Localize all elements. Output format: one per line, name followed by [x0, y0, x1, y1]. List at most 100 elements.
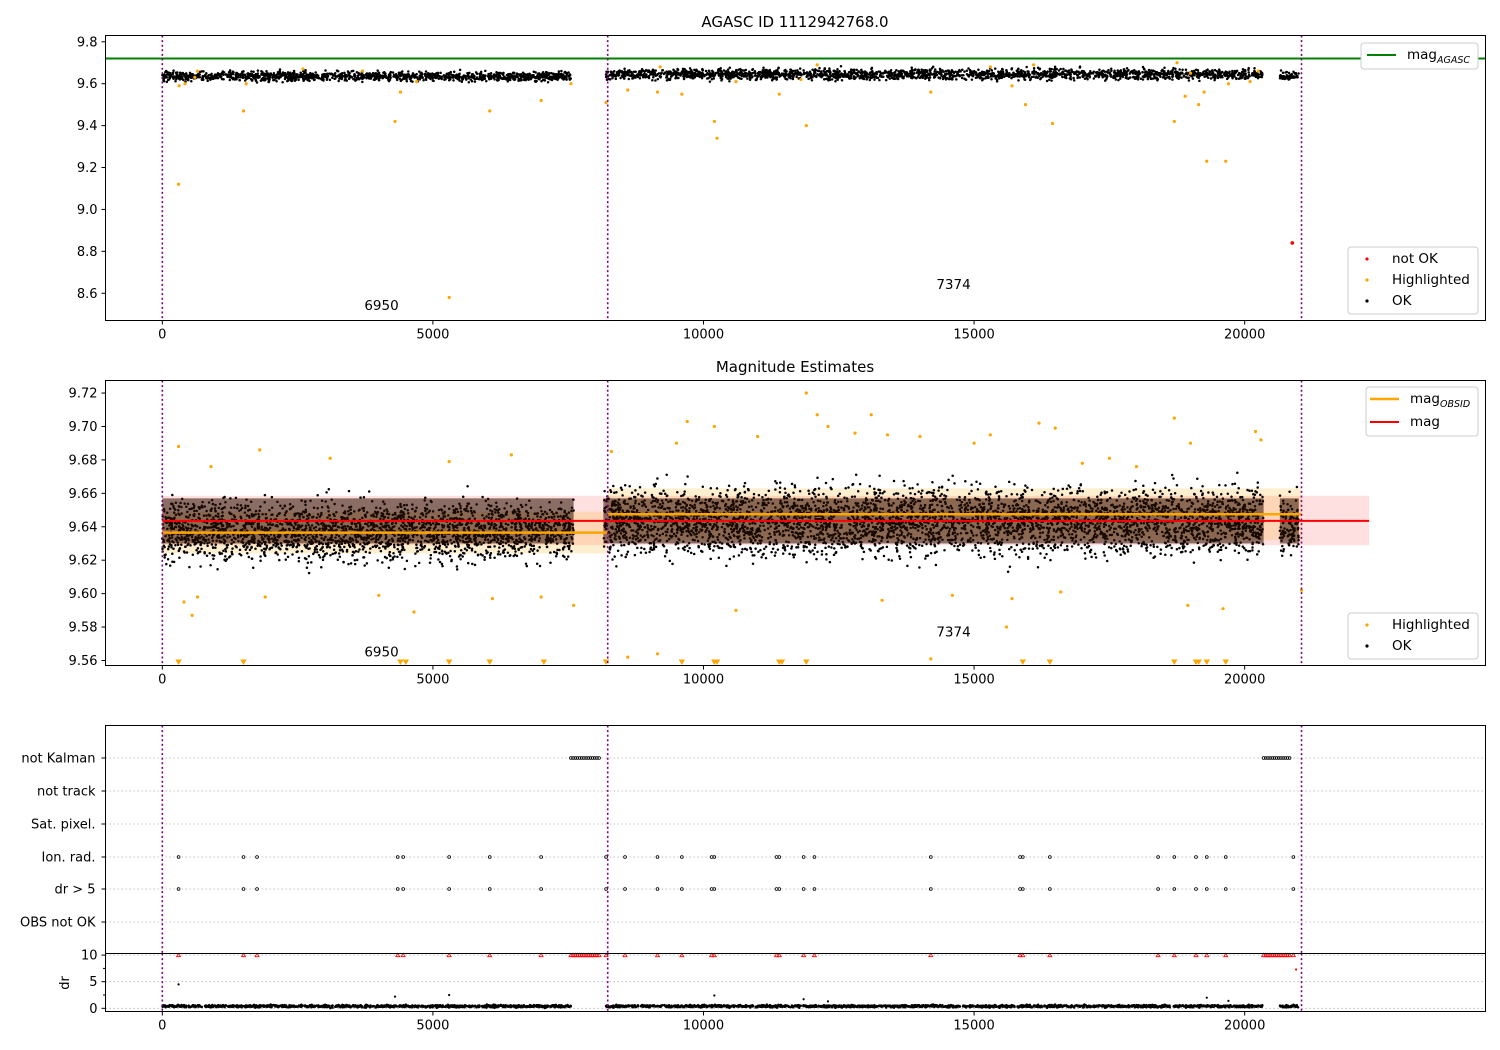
ok-point [411, 72, 415, 75]
ok-point [728, 79, 731, 83]
ok-point [1017, 79, 1020, 82]
highlighted-point [1023, 103, 1028, 107]
ok-point [738, 72, 741, 75]
ok-point [353, 72, 356, 76]
ok-point [234, 73, 238, 76]
ok-point [367, 490, 371, 493]
ok-point [1092, 77, 1096, 80]
ok-point [993, 67, 997, 70]
ok-point [220, 552, 224, 555]
ok-point [753, 69, 757, 73]
ok-point [305, 73, 308, 76]
ok-point [443, 74, 446, 78]
ok-point [228, 69, 232, 72]
ok-point [775, 76, 779, 79]
ok-point [693, 74, 696, 77]
ok-point [1207, 73, 1211, 76]
ok-point [853, 77, 856, 80]
ok-point [834, 80, 837, 83]
ok-point [371, 71, 375, 75]
highlighted-point [626, 88, 630, 92]
ok-point [862, 74, 865, 78]
ok-point [916, 71, 919, 74]
ok-point [990, 69, 994, 72]
ok-point [532, 70, 536, 74]
ok-point [514, 75, 517, 79]
ok-point [426, 72, 430, 75]
ok-point [1243, 68, 1247, 72]
ok-point [777, 72, 781, 76]
ok-point [283, 71, 287, 75]
highlighted-point [799, 77, 803, 82]
ok-point [830, 78, 834, 81]
ok-point [860, 71, 864, 74]
ok-point [1119, 77, 1122, 80]
ok-point [1184, 75, 1188, 79]
middle-panel-title: Magnitude Estimates [716, 358, 874, 376]
ok-point [529, 77, 533, 81]
ok-point [365, 562, 369, 565]
ok-point [422, 79, 425, 82]
ok-point [1109, 75, 1113, 78]
ok-point [1113, 69, 1116, 72]
ok-point [506, 80, 510, 83]
highlighted-point [176, 182, 181, 186]
ok-point [254, 78, 257, 81]
ok-point [220, 73, 223, 76]
ok-point [1233, 69, 1237, 73]
ok-point [1078, 65, 1082, 68]
ok-point [818, 66, 821, 70]
ok-point [188, 74, 192, 78]
ok-point [239, 73, 243, 77]
ok-point [720, 77, 724, 81]
ok-point [163, 556, 166, 559]
ok-point [940, 73, 943, 77]
ok-point [415, 543, 418, 547]
ok-point [991, 74, 994, 78]
ok-point [178, 71, 182, 75]
ok-point [467, 80, 471, 84]
ok-point [1171, 73, 1175, 76]
ok-point [947, 77, 950, 81]
ok-point [353, 562, 357, 566]
highlighted-point [715, 136, 719, 140]
ok-point [777, 66, 780, 69]
ok-point [389, 76, 392, 79]
ok-point [344, 73, 348, 77]
ok-point [1136, 74, 1139, 77]
ok-point [927, 76, 930, 80]
ok-point [903, 70, 906, 74]
ok-point [249, 78, 253, 81]
ok-point [324, 69, 327, 72]
top-ytick-label: 9.0 [77, 203, 98, 218]
ok-point [802, 69, 805, 72]
ok-point [766, 73, 769, 77]
ok-point [428, 561, 432, 564]
ok-point [437, 558, 440, 561]
ok-point [398, 77, 402, 81]
ok-point [569, 77, 572, 80]
ok-point [278, 68, 282, 71]
ok-point [1019, 69, 1023, 73]
ok-point [1028, 78, 1032, 82]
ok-point [662, 72, 666, 76]
legend-highlighted-label: Highlighted [1392, 272, 1470, 288]
ok-point [484, 74, 487, 77]
ok-point [305, 566, 309, 569]
ok-point [427, 548, 431, 551]
ok-point [355, 78, 358, 82]
ok-point [883, 71, 886, 74]
ok-point [1235, 69, 1239, 73]
ok-point [735, 70, 738, 73]
ok-point [1129, 70, 1132, 74]
ok-point [1001, 72, 1005, 75]
ok-point [966, 74, 970, 77]
ok-point [459, 557, 462, 561]
ok-point [168, 543, 172, 546]
ok-point [424, 70, 428, 73]
ok-point [373, 76, 377, 79]
ok-point [689, 70, 692, 73]
ok-point [413, 76, 416, 79]
ok-point [384, 547, 387, 550]
